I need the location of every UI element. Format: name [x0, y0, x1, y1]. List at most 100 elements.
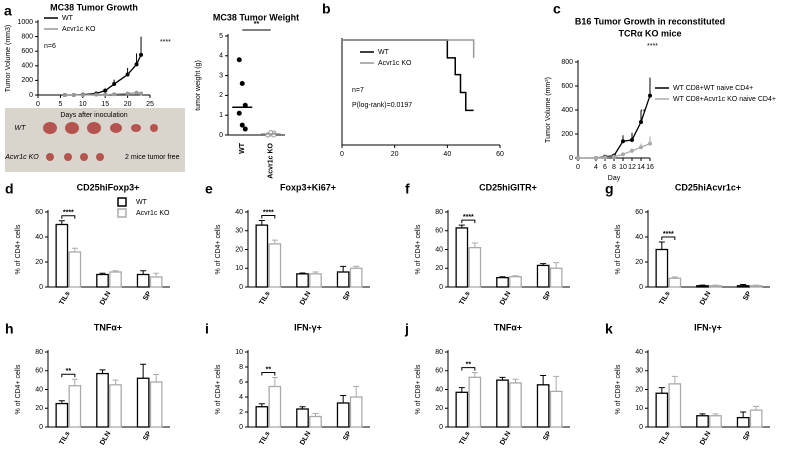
chart-title: MC38 Tumor Growth [50, 2, 138, 12]
x-tick-label: DLN [699, 290, 712, 306]
y-tick-label: 40 [435, 386, 443, 393]
point [621, 152, 625, 157]
point [125, 91, 130, 96]
y-axis-label: Tumor Volume (mm³) [545, 77, 552, 143]
significance: **** [63, 210, 74, 217]
bar [736, 416, 750, 428]
bar [255, 224, 269, 288]
legend-label: Acvr1c KO [378, 60, 412, 67]
error-bar [712, 413, 719, 416]
x-tick-label: TILs [58, 430, 71, 446]
significance: **** [463, 214, 474, 221]
x-tick-label: WT [239, 142, 246, 154]
error-bar [312, 271, 319, 274]
y-tick-label: 800 [21, 33, 33, 40]
x-tick-label: 10 [79, 101, 87, 108]
y-axis-label: % of CD4+ cells [615, 224, 622, 274]
chart-title: IFN-γ+ [694, 322, 722, 332]
annotation: P(log-rank)=0.0197 [352, 102, 412, 109]
x-tick-label: 14 [637, 164, 645, 171]
y-tick-label: 20 [35, 405, 43, 412]
y-tick-label: 0 [219, 132, 223, 139]
error-bar [512, 378, 519, 383]
y-tick-label: 800 [561, 59, 573, 66]
chart-title: MC38 Tumor Weight [213, 12, 299, 22]
error-bar [312, 413, 319, 417]
bar [455, 227, 469, 288]
bar [136, 377, 150, 428]
y-tick-label: 0 [639, 284, 643, 291]
error-bar [258, 403, 265, 407]
legend-label: WT [62, 15, 74, 22]
x-tick-label: 4 [594, 164, 598, 171]
error-bar [753, 405, 760, 411]
x-tick-label: 0 [340, 151, 344, 158]
x-tick-label: 40 [443, 151, 451, 158]
point [639, 120, 643, 124]
bar [296, 408, 309, 428]
y-tick-label: 200 [561, 131, 573, 138]
y-tick-label: 2 [239, 409, 243, 416]
chart-title: CD25hiGITR+ [479, 182, 537, 192]
y-tick-label: 10 [235, 265, 243, 272]
y-tick-label: 2 [219, 92, 223, 99]
legend-label: WT [136, 199, 148, 206]
y-tick-label: 400 [21, 63, 33, 70]
y-tick-label: 20 [35, 259, 43, 266]
point [80, 93, 85, 97]
error-bar [699, 284, 706, 286]
y-axis-label: % of CD4+ cells [15, 224, 22, 274]
x-tick-label: 12 [628, 164, 636, 171]
bar [96, 372, 109, 428]
chart-title: CD25hiAcvr1c+ [675, 182, 741, 192]
x-tick-label: DLN [499, 290, 512, 306]
sig-bracket [461, 219, 476, 224]
x-tick-label: 60 [496, 151, 504, 158]
panel-letter: f [405, 181, 410, 197]
bar [655, 392, 669, 428]
y-tick-label: 40 [635, 234, 643, 241]
error-bar [353, 386, 360, 397]
y-axis-label: % of CD4+ cells [215, 364, 222, 414]
error-bar [271, 239, 278, 244]
x-tick-label: 20 [391, 151, 399, 158]
point [62, 93, 67, 97]
photo-label: WT [15, 125, 27, 132]
error-bar [512, 275, 519, 277]
bar [709, 415, 722, 428]
bar [668, 277, 682, 288]
point [242, 126, 248, 132]
x-tick-label: SP [342, 430, 353, 442]
bar [655, 248, 669, 288]
error-bar [458, 224, 465, 228]
bar [55, 402, 69, 428]
tumor-photo [5, 108, 185, 172]
chart-title: TNFα+ [494, 322, 522, 332]
point [648, 141, 652, 146]
y-axis-label: Tumor Volume (mm3) [5, 25, 12, 92]
y-tick-label: 1000 [17, 19, 33, 26]
bar [536, 264, 550, 288]
panel-letter: d [5, 181, 14, 197]
x-tick-label: SP [142, 290, 153, 302]
error-bar [658, 241, 665, 250]
bar [468, 376, 482, 428]
point [621, 139, 625, 144]
error-bar [58, 400, 65, 404]
error-bar [140, 270, 147, 275]
y-tick-label: 0 [29, 92, 33, 99]
error-bar [153, 272, 160, 277]
y-tick-label: 200 [21, 77, 33, 84]
y-tick-label: 8 [239, 364, 243, 371]
survival-curve [342, 39, 475, 58]
bar [296, 273, 309, 288]
sig-bracket [461, 367, 476, 371]
x-tick-label: 16 [646, 164, 654, 171]
bar [549, 390, 563, 428]
y-tick-label: 0 [39, 424, 43, 431]
y-tick-label: 10 [635, 405, 643, 412]
error-bar [553, 262, 560, 269]
panel-letter: i [205, 321, 209, 337]
y-axis-label: % of CD4+ cells [15, 364, 22, 414]
panel-letter: a [4, 3, 12, 19]
